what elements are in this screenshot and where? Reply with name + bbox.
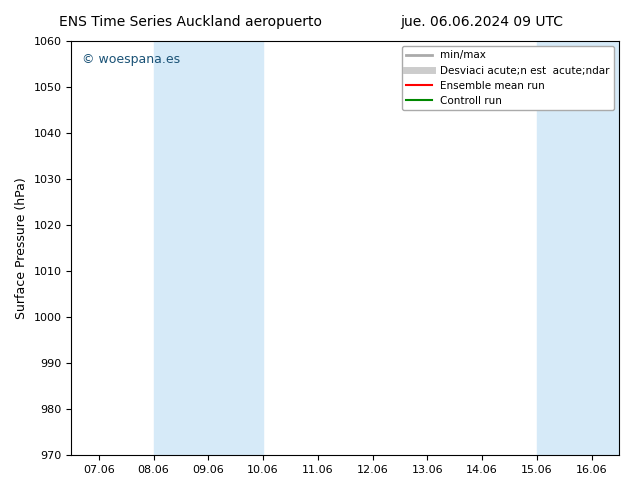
Legend: min/max, Desviaci acute;n est  acute;ndar, Ensemble mean run, Controll run: min/max, Desviaci acute;n est acute;ndar… [401, 46, 614, 110]
Text: ENS Time Series Auckland aeropuerto: ENS Time Series Auckland aeropuerto [59, 15, 321, 29]
Text: jue. 06.06.2024 09 UTC: jue. 06.06.2024 09 UTC [400, 15, 564, 29]
Bar [153, 41, 263, 455]
Bar [537, 41, 619, 455]
Y-axis label: Surface Pressure (hPa): Surface Pressure (hPa) [15, 177, 28, 319]
Text: © woespana.es: © woespana.es [82, 53, 181, 67]
